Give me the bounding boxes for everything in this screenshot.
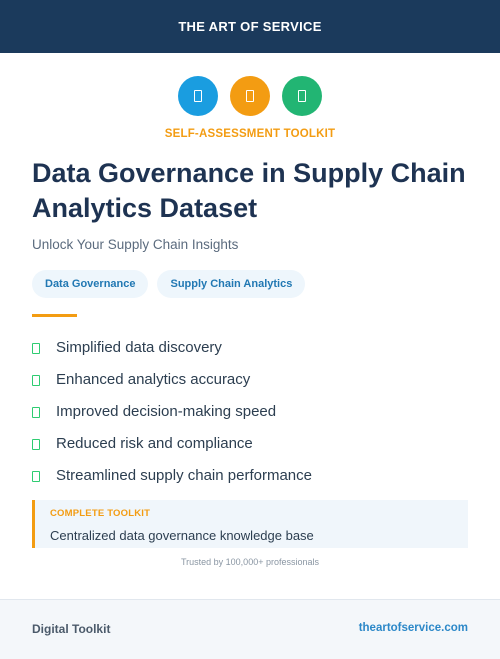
website-link[interactable]: theartofservice.com bbox=[358, 622, 468, 634]
benefit-list: Simplified data discovery Enhanced analy… bbox=[32, 331, 312, 491]
list-item: Enhanced analytics accuracy bbox=[32, 363, 312, 395]
tag-list: Data Governance Supply Chain Analytics bbox=[32, 270, 306, 298]
trust-statement: Trusted by 100,000+ professionals bbox=[180, 557, 319, 567]
document-icon bbox=[230, 76, 270, 116]
subtitle: Unlock Your Supply Chain Insights bbox=[32, 237, 239, 252]
check-icon bbox=[32, 438, 40, 450]
benefit-label: Streamlined supply chain performance bbox=[56, 466, 312, 484]
tag-supply-chain-analytics[interactable]: Supply Chain Analytics bbox=[157, 270, 306, 298]
complete-toolkit-callout: COMPLETE TOOLKIT Centralized data govern… bbox=[32, 500, 468, 548]
document-icon bbox=[282, 76, 322, 116]
check-icon bbox=[32, 374, 40, 386]
benefit-label: Simplified data discovery bbox=[56, 338, 222, 356]
list-item: Improved decision-making speed bbox=[32, 395, 312, 427]
callout-description: Centralized data governance knowledge ba… bbox=[50, 528, 314, 543]
benefit-label: Reduced risk and compliance bbox=[56, 434, 253, 452]
list-item: Simplified data discovery bbox=[32, 331, 312, 363]
tag-data-governance[interactable]: Data Governance bbox=[32, 270, 149, 298]
document-icon bbox=[178, 76, 218, 116]
check-icon bbox=[32, 406, 40, 418]
benefit-label: Improved decision-making speed bbox=[56, 402, 277, 420]
callout-kicker: COMPLETE TOOLKIT bbox=[50, 508, 151, 519]
check-icon bbox=[32, 470, 40, 482]
list-item: Streamlined supply chain performance bbox=[32, 459, 312, 491]
icon-row bbox=[0, 76, 500, 116]
top-banner: THE ART OF SERVICE bbox=[0, 0, 500, 53]
accent-divider bbox=[32, 314, 77, 317]
toolkit-kicker: SELF-ASSESSMENT TOOLKIT bbox=[164, 128, 336, 140]
brand-title: THE ART OF SERVICE bbox=[178, 19, 322, 34]
footer: Digital Toolkit theartofservice.com bbox=[0, 599, 500, 659]
check-icon bbox=[32, 342, 40, 354]
footer-label: Digital Toolkit bbox=[32, 622, 111, 636]
benefit-label: Enhanced analytics accuracy bbox=[56, 370, 251, 388]
list-item: Reduced risk and compliance bbox=[32, 427, 312, 459]
page-title: Data Governance in Supply Chain Analytic… bbox=[32, 158, 466, 223]
